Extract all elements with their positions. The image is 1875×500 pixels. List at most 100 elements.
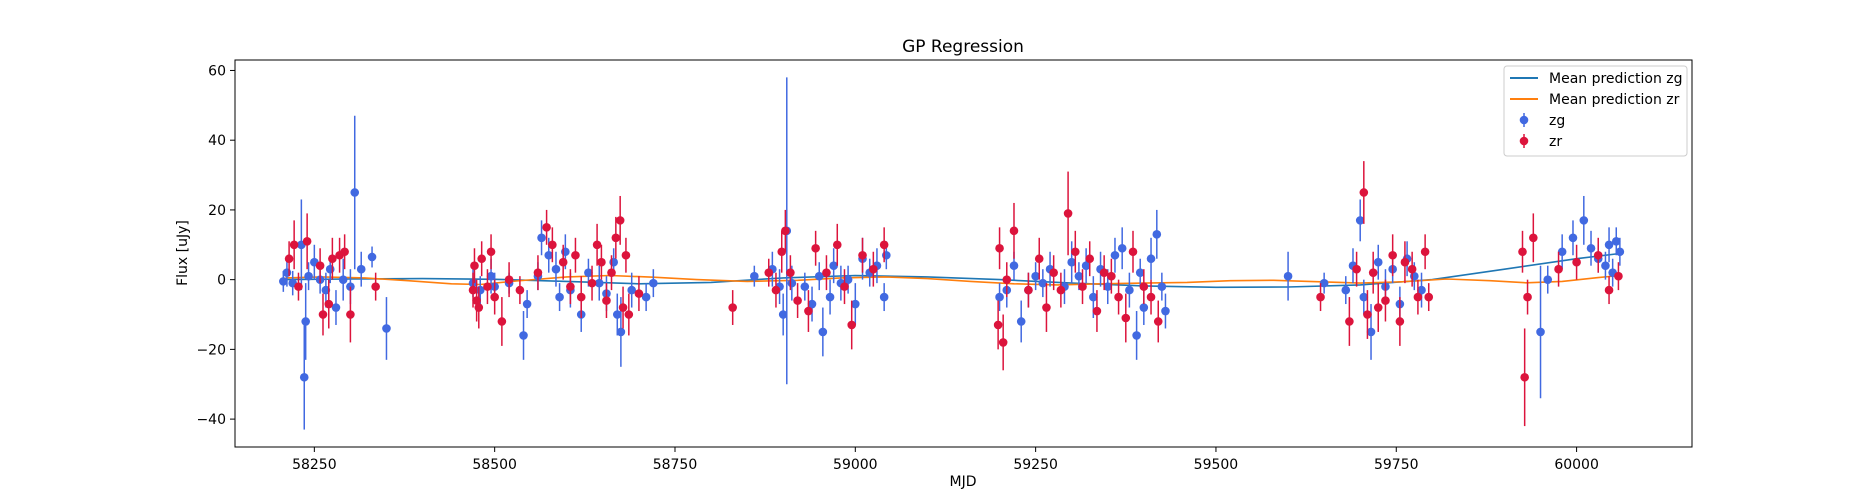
data-point-zg [551, 251, 561, 287]
data-point-zg [301, 283, 310, 360]
point-marker [1400, 257, 1410, 267]
data-point-zg [750, 265, 759, 287]
point-marker [1146, 254, 1156, 264]
data-point-zr [869, 251, 878, 287]
point-marker [1345, 317, 1354, 326]
point-marker [1366, 327, 1376, 337]
point-marker [1067, 257, 1076, 267]
point-marker [825, 292, 835, 302]
x-tick-label: 59750 [1374, 457, 1419, 473]
data-point-zg [1132, 311, 1141, 360]
x-tick-label: 58250 [292, 457, 337, 473]
data-point-zr [618, 286, 628, 329]
data-point-zg [1417, 272, 1426, 308]
data-point-zr [340, 234, 349, 270]
point-marker [537, 233, 546, 243]
data-point-zr [840, 269, 849, 305]
data-point-zr [497, 297, 507, 346]
point-marker [781, 226, 790, 236]
data-point-zr [1345, 297, 1354, 346]
data-point-zg [1319, 272, 1329, 294]
point-marker [304, 271, 313, 281]
data-point-zg [1601, 251, 1610, 280]
point-marker [1038, 278, 1048, 288]
point-marker [1518, 247, 1527, 257]
data-point-zg [519, 311, 528, 360]
data-point-zr [1128, 230, 1138, 273]
data-point-zg [1031, 262, 1040, 291]
point-marker [1146, 292, 1156, 302]
point-marker [515, 285, 525, 295]
data-point-zr [1420, 234, 1430, 270]
data-point-zr [607, 255, 616, 291]
point-marker [1381, 296, 1390, 305]
point-marker [325, 264, 335, 274]
point-marker [315, 261, 325, 271]
x-axis-ticks: 58250 58500 58750 59000 59250 59500 59750 60000 [292, 447, 1599, 473]
data-point-zr [1078, 269, 1087, 305]
data-point-zg [1135, 258, 1145, 287]
data-point-zr [1529, 213, 1538, 263]
data-point-zg [851, 283, 860, 325]
point-marker [1579, 216, 1589, 225]
point-marker [571, 250, 580, 260]
data-point-zg [1161, 293, 1170, 329]
point-marker [497, 317, 507, 326]
data-point-zg [807, 286, 817, 322]
point-marker [328, 254, 337, 264]
point-marker [519, 331, 528, 340]
data-point-zr [1523, 279, 1532, 315]
data-point-zr [1070, 230, 1080, 273]
point-marker [533, 268, 543, 277]
point-marker [611, 233, 621, 243]
point-marker [807, 299, 817, 309]
point-marker [346, 310, 355, 319]
point-marker [1568, 233, 1578, 243]
point-marker [1074, 271, 1084, 281]
point-marker [621, 250, 631, 260]
point-marker [879, 240, 889, 250]
data-point-zg [522, 290, 532, 318]
data-point-zr [1407, 251, 1417, 287]
point-marker [1611, 236, 1621, 246]
point-marker [995, 243, 1004, 253]
point-marker [318, 310, 328, 319]
point-marker [468, 285, 478, 295]
data-point-zg [1615, 237, 1625, 266]
point-marker [624, 310, 634, 319]
data-point-zr [284, 241, 294, 277]
point-marker [331, 303, 341, 312]
data-point-zr [1363, 290, 1372, 339]
data-point-zr [1572, 244, 1581, 280]
data-point-zr [474, 286, 484, 329]
point-marker [1031, 271, 1040, 281]
data-point-zr [1024, 272, 1033, 308]
data-point-zr [486, 234, 496, 270]
data-point-zr [1359, 161, 1369, 224]
data-point-zr [558, 244, 568, 280]
data-point-zg [995, 283, 1004, 312]
point-marker [1103, 282, 1113, 291]
point-marker [649, 278, 658, 288]
point-marker [1089, 292, 1098, 302]
legend-item: Mean prediction zg [1510, 71, 1683, 87]
point-marker [1002, 275, 1012, 284]
data-point-zr [1316, 283, 1325, 312]
point-marker [786, 268, 795, 277]
point-marker [356, 264, 366, 274]
data-point-zr [1554, 251, 1563, 287]
data-point-zg [879, 283, 889, 312]
data-point-zg [382, 297, 391, 360]
data-point-zr [483, 269, 492, 305]
chart-title: GP Regression [902, 37, 1024, 57]
point-marker [340, 247, 349, 257]
point-marker [522, 299, 532, 309]
point-marker [829, 261, 838, 271]
point-marker [382, 324, 391, 333]
data-point-zr [346, 286, 355, 343]
point-marker [869, 264, 878, 274]
point-marker [1128, 247, 1138, 257]
point-marker [818, 327, 828, 337]
data-point-zg [1373, 244, 1383, 280]
y-axis-ticks: −40 −20 0 20 40 60 [196, 63, 235, 428]
